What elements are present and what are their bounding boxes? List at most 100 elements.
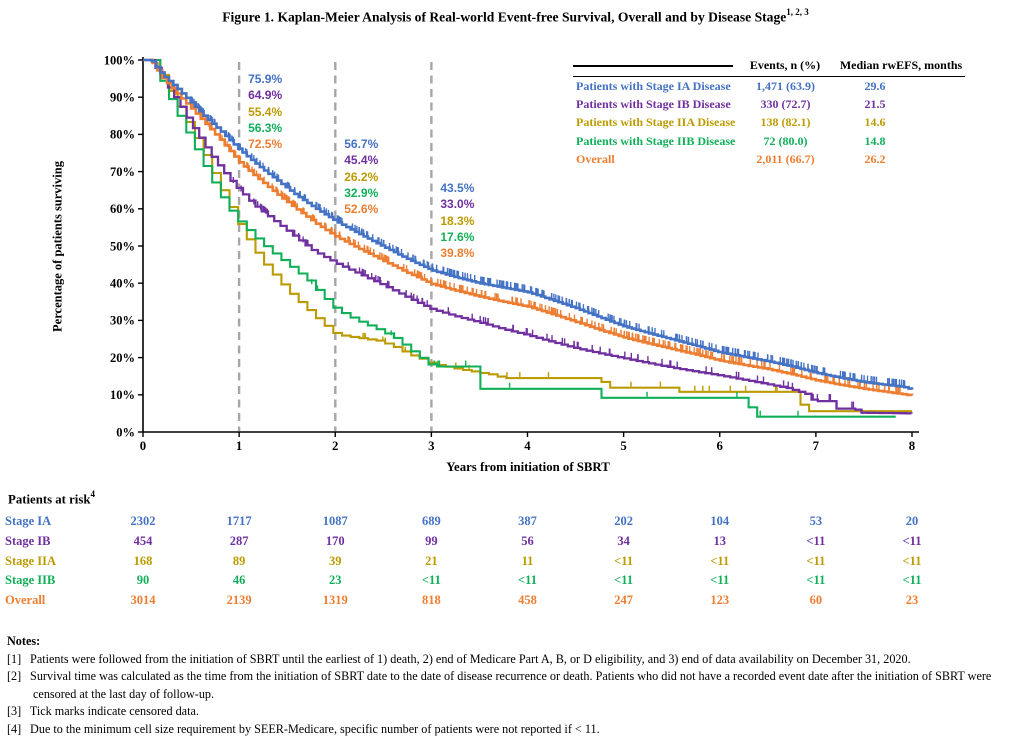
legend-series-label: Patients with Stage IB Disease [576,97,731,112]
risk-value: <11 [710,553,730,568]
legend-median-value: 29.6 [864,79,886,93]
risk-value: 689 [422,514,441,528]
note-items: [1] Patients were followed from the init… [7,651,1023,739]
risk-value: 123 [710,593,730,608]
risk-value: 56 [521,533,534,548]
y-tick-label: 100% [104,53,135,67]
risk-value: 34 [617,533,630,548]
legend-median-value: 26.2 [864,151,886,166]
risk-row-label: Stage IB [5,533,51,548]
risk-value: 202 [614,514,633,528]
notes-header: Notes: [7,634,41,648]
risk-value: 46 [232,573,246,588]
risk-value: <11 [806,533,826,548]
risk-value: 89 [232,553,246,568]
x-tick-label: 7 [813,439,820,453]
risk-row-label: Stage IA [5,514,52,528]
censor-ticks [362,332,778,391]
legend-events-value: 330 (72.7) [760,97,811,112]
y-tick-label: 10% [110,388,135,402]
legend-rule-header [573,75,965,77]
risk-value: 11 [521,553,534,568]
patients-at-risk-title: Patients at risk4 [8,489,95,507]
risk-value: 387 [518,514,537,528]
x-tick-label: 0 [140,439,146,453]
note-item: [2] Survival time was calculated as the … [7,668,1023,703]
risk-value: 1717 [226,514,252,528]
risk-value: 818 [422,593,441,608]
annotation-stage-ib: 45.4% [344,153,379,168]
legend-row: Patients with Stage IB Disease 330 (72.7)… [573,97,965,115]
note-text: Survival time was calculated as the time… [27,669,992,701]
risk-value: <11 [421,573,441,588]
legend-series-label: Patients with Stage IIB Disease [576,133,736,148]
figure-title-superscript: 1, 2, 3 [786,7,809,17]
legend-rule-top [573,65,733,67]
note-item: [1] Patients were followed from the init… [7,651,1023,669]
y-tick-label: 30% [110,314,135,328]
risk-value: 23 [329,573,342,588]
y-tick-label: 90% [110,91,135,105]
x-tick-label: 4 [524,439,531,453]
x-tick-label: 1 [236,439,242,453]
y-tick-label: 60% [110,202,135,216]
risk-value: 287 [229,533,249,548]
legend-row: Patients with Stage IA Disease 1,471 (63.… [573,79,965,97]
y-tick-label: 0% [116,425,135,439]
censor-ticks [306,274,799,416]
risk-value: <11 [614,573,634,588]
annotation-stage-iib: 17.6% [440,229,475,244]
risk-value: 170 [325,533,345,548]
x-axis-label: Years from initiation of SBRT [446,460,610,474]
note-text: Patients were followed from the initiati… [27,651,911,666]
annotation-column-year-2: 56.7% 45.4% 26.2% 32.9% 52.6% [344,136,378,217]
legend-series-label: Patients with Stage IA Disease [576,79,731,93]
annotation-stage-iia: 55.4% [248,104,283,119]
y-tick-label: 20% [110,351,135,365]
legend-series-label: Patients with Stage IIA Disease [576,115,736,130]
risk-value: 104 [710,514,730,528]
risk-value: 2302 [130,514,156,528]
risk-value: 23 [905,593,919,608]
legend-row: Patients with Stage IIB Disease 72 (80.0)… [573,134,965,152]
x-tick-label: 8 [909,439,915,453]
legend-median-value: 14.6 [864,115,886,130]
x-tick-label: 2 [332,439,338,453]
note-tag: [4] [7,721,22,736]
x-tick-label: 3 [428,439,434,453]
censor-ticks [223,166,855,408]
note-tag: [3] [7,704,22,719]
risk-value: <11 [518,573,537,588]
y-tick-label: 80% [110,128,135,142]
y-tick-label: 40% [110,277,135,291]
figure-title-text: Figure 1. Kaplan-Meier Analysis of Real-… [222,9,787,25]
risk-value: 1319 [322,593,348,608]
risk-value: <11 [902,553,922,568]
risk-value: <11 [902,533,922,548]
y-tick-label: 70% [110,165,135,179]
risk-value: 53 [809,514,823,528]
risk-value: 99 [425,533,438,548]
risk-value: 39 [329,553,342,568]
note-tag: [1] [7,651,22,666]
annotation-stage-ia: 75.9% [248,72,283,86]
risk-value: 1087 [322,514,348,528]
annotation-stage-iia: 18.3% [440,213,475,228]
legend-series-label: Overall [576,151,615,166]
legend-median-value: 14.8 [864,133,886,148]
risk-value: 454 [133,533,153,548]
risk-value: 21 [425,553,438,568]
annotation-overall: 72.5% [248,137,283,152]
annotation-stage-ia: 56.7% [344,137,379,151]
annotation-overall: 39.8% [440,246,475,261]
risk-value: 168 [133,553,153,568]
risk-value: 3014 [130,593,156,608]
legend-header-events: Events, n (%) [749,58,821,72]
note-tag: [2] [7,669,22,684]
annotation-overall: 52.6% [344,202,379,217]
x-tick-label: 6 [717,439,724,453]
annotation-stage-iib: 56.3% [248,120,283,135]
risk-title-superscript: 4 [90,489,95,499]
risk-value: 60 [809,593,823,608]
risk-value: <11 [806,573,826,588]
